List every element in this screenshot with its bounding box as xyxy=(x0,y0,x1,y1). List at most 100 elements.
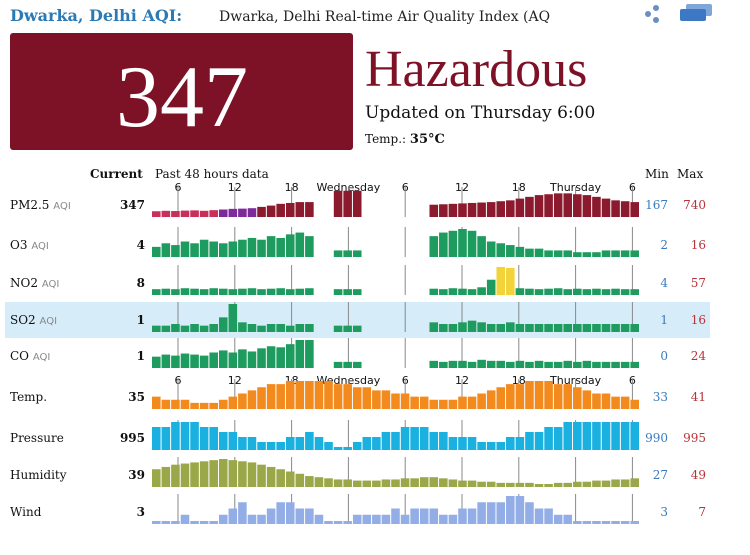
aqi-value: 347 xyxy=(116,49,248,146)
hourly-bar xyxy=(496,502,506,524)
hourly-bar xyxy=(362,514,372,524)
aqi-box xyxy=(10,33,353,150)
hourly-bar xyxy=(343,190,352,217)
hourly-bar xyxy=(247,390,257,409)
hourly-bar xyxy=(305,236,314,257)
hourly-bar xyxy=(592,422,601,450)
hourly-bar xyxy=(506,361,515,368)
row-label: SO2 AQI xyxy=(10,313,57,327)
hourly-bar xyxy=(439,514,448,524)
hourly-bar xyxy=(592,196,601,217)
temperature: Temp.: 35°C xyxy=(365,132,445,147)
hourly-bar xyxy=(180,463,190,487)
row-unit: AQI xyxy=(53,201,71,212)
hourly-bar xyxy=(257,464,266,487)
hourly-bar xyxy=(496,442,506,450)
hourly-bar xyxy=(534,508,544,524)
hourly-bar xyxy=(343,479,352,487)
hourly-bar xyxy=(180,422,190,450)
hourly-bar xyxy=(429,288,439,295)
hourly-bar xyxy=(496,324,506,332)
hourly-bar xyxy=(563,193,573,217)
hourly-bar xyxy=(477,359,486,368)
hourly-bar xyxy=(601,198,611,217)
hourly-bar xyxy=(620,479,630,487)
hourly-bar xyxy=(486,390,496,409)
hourly-bar xyxy=(171,521,180,524)
hourly-bar xyxy=(199,521,209,524)
hourly-bar xyxy=(592,393,601,409)
hourly-bar xyxy=(372,390,381,409)
window-icon[interactable] xyxy=(680,4,712,21)
hourly-bar xyxy=(553,193,563,217)
hourly-bar xyxy=(620,361,630,368)
hourly-bar xyxy=(563,384,573,409)
hourly-bar xyxy=(362,437,372,450)
hourly-bar xyxy=(352,442,362,450)
aqi-status: Hazardous xyxy=(365,41,587,98)
hourly-bar xyxy=(199,461,209,487)
hourly-bar xyxy=(486,202,496,217)
hourly-bar xyxy=(611,200,620,217)
hourly-bar xyxy=(477,393,486,409)
hourly-bar xyxy=(372,437,381,450)
hourly-bar xyxy=(171,245,180,257)
hourly-bar xyxy=(314,381,324,409)
hourly-bar xyxy=(333,190,343,217)
temp-value: 35°C xyxy=(410,132,445,147)
hourly-bar xyxy=(238,502,247,524)
hourly-bar xyxy=(496,360,506,368)
hourly-bar xyxy=(563,250,573,257)
hourly-bar xyxy=(544,250,553,257)
row-label: PM2.5 AQI xyxy=(10,198,71,212)
hourly-bar xyxy=(410,396,419,409)
hourly-bar xyxy=(228,241,238,257)
hourly-bar xyxy=(448,399,458,409)
hourly-bar xyxy=(525,381,534,409)
hourly-bar xyxy=(563,422,573,450)
hourly-bar xyxy=(630,289,639,295)
hourly-bar xyxy=(448,230,458,257)
row-label: Wind xyxy=(10,505,42,519)
hourly-bar xyxy=(439,399,448,409)
hourly-bar xyxy=(190,210,199,217)
hourly-bar xyxy=(620,201,630,217)
hourly-bar xyxy=(553,250,563,257)
row-label: Temp. xyxy=(10,390,47,404)
hourly-bar xyxy=(247,288,257,295)
max-value: 49 xyxy=(691,468,706,482)
hourly-bar xyxy=(228,352,238,368)
hourly-bar xyxy=(477,322,486,332)
hourly-bar xyxy=(534,432,544,450)
hourly-bar xyxy=(582,521,592,524)
hourly-bar xyxy=(467,437,477,450)
hourly-bar xyxy=(553,514,563,524)
hourly-bar xyxy=(333,361,343,368)
hourly-bar xyxy=(601,289,611,295)
hourly-bar xyxy=(553,482,563,487)
hourly-bar xyxy=(152,356,161,368)
hourly-bar xyxy=(199,210,209,217)
hourly-bar xyxy=(276,237,285,257)
hourly-bar xyxy=(228,508,238,524)
hourly-bar xyxy=(171,289,180,295)
row-label: CO AQI xyxy=(10,349,50,363)
share-icon[interactable] xyxy=(645,5,659,23)
hourly-bar xyxy=(285,325,295,332)
hourly-bar xyxy=(305,324,314,332)
hourly-bar xyxy=(305,476,314,487)
hourly-bar xyxy=(228,289,238,295)
hourly-bar xyxy=(515,198,525,217)
hourly-bar xyxy=(582,252,592,257)
current-value: 8 xyxy=(137,276,145,290)
hourly-bar xyxy=(171,355,180,368)
hourly-bar xyxy=(515,324,525,332)
hourly-bar xyxy=(266,205,276,217)
hourly-bar xyxy=(448,360,458,368)
hourly-bar xyxy=(257,239,266,257)
hourly-bar xyxy=(285,471,295,487)
hourly-bar xyxy=(161,427,171,450)
hourly-bar xyxy=(467,508,477,524)
hourly-bar xyxy=(190,288,199,295)
hourly-bar xyxy=(324,381,333,409)
